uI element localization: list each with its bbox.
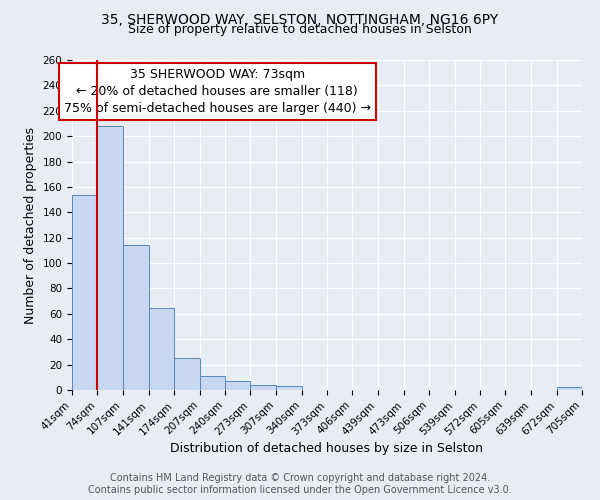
- Bar: [199, 376, 225, 390]
- Y-axis label: Number of detached properties: Number of detached properties: [24, 126, 37, 324]
- Bar: [250, 385, 277, 390]
- Bar: [225, 381, 250, 390]
- Bar: [149, 308, 174, 390]
- Bar: [122, 246, 149, 390]
- Text: Size of property relative to detached houses in Selston: Size of property relative to detached ho…: [128, 22, 472, 36]
- Text: Contains HM Land Registry data © Crown copyright and database right 2024.
Contai: Contains HM Land Registry data © Crown c…: [88, 474, 512, 495]
- Bar: [557, 388, 582, 390]
- X-axis label: Distribution of detached houses by size in Selston: Distribution of detached houses by size …: [170, 442, 484, 455]
- Text: 35, SHERWOOD WAY, SELSTON, NOTTINGHAM, NG16 6PY: 35, SHERWOOD WAY, SELSTON, NOTTINGHAM, N…: [101, 12, 499, 26]
- Bar: [97, 126, 122, 390]
- Bar: [174, 358, 199, 390]
- Bar: [72, 194, 97, 390]
- Bar: [277, 386, 302, 390]
- Text: 35 SHERWOOD WAY: 73sqm
← 20% of detached houses are smaller (118)
75% of semi-de: 35 SHERWOOD WAY: 73sqm ← 20% of detached…: [64, 68, 371, 116]
